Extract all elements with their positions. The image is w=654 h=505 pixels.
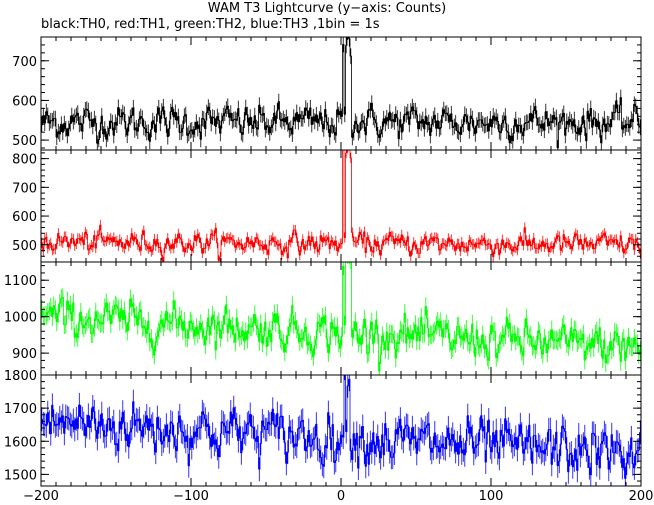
series-line-th1 bbox=[41, 150, 641, 262]
y-tick-label: 800 bbox=[12, 153, 37, 168]
y-tick-label: 900 bbox=[12, 347, 37, 362]
chart-title: WAM T3 Lightcurve (y−axis: Counts) bbox=[207, 1, 447, 16]
chart-subtitle: black:TH0, red:TH1, green:TH2, blue:TH3 … bbox=[41, 17, 380, 32]
panel-frame bbox=[40, 36, 642, 151]
y-tick-label: 1100 bbox=[4, 274, 37, 289]
x-tick-label: −200 bbox=[23, 489, 59, 504]
x-tick-label: 200 bbox=[629, 489, 654, 504]
y-tick-label: 1000 bbox=[4, 311, 37, 326]
y-tick-label: 500 bbox=[12, 239, 37, 254]
panel-frame bbox=[40, 149, 642, 263]
y-tick-label: 1500 bbox=[4, 468, 37, 483]
y-tick-label: 600 bbox=[12, 94, 37, 109]
panel-frame bbox=[40, 261, 642, 376]
y-tick-label: 500 bbox=[12, 134, 37, 149]
y-tick-label: 700 bbox=[12, 181, 37, 196]
y-tick-label: 1700 bbox=[4, 402, 37, 417]
panel-th3: 1500 1600 1700 1800 bbox=[4, 369, 642, 487]
y-tick-label: 700 bbox=[12, 55, 37, 70]
y-tick-label: 1800 bbox=[4, 369, 37, 384]
x-tick-label: 0 bbox=[337, 489, 345, 504]
y-tick-label: 600 bbox=[12, 210, 37, 225]
series-line-th3 bbox=[41, 375, 641, 486]
x-tick-label: 100 bbox=[479, 489, 504, 504]
panel-th2: 900 1000 1100 bbox=[4, 261, 642, 376]
y-tick-label: 1600 bbox=[4, 435, 37, 450]
x-tick-label: −100 bbox=[173, 489, 209, 504]
panel-th0: 500 600 700 bbox=[12, 36, 642, 151]
panel-th1: 500 600 700 800 bbox=[12, 149, 642, 263]
